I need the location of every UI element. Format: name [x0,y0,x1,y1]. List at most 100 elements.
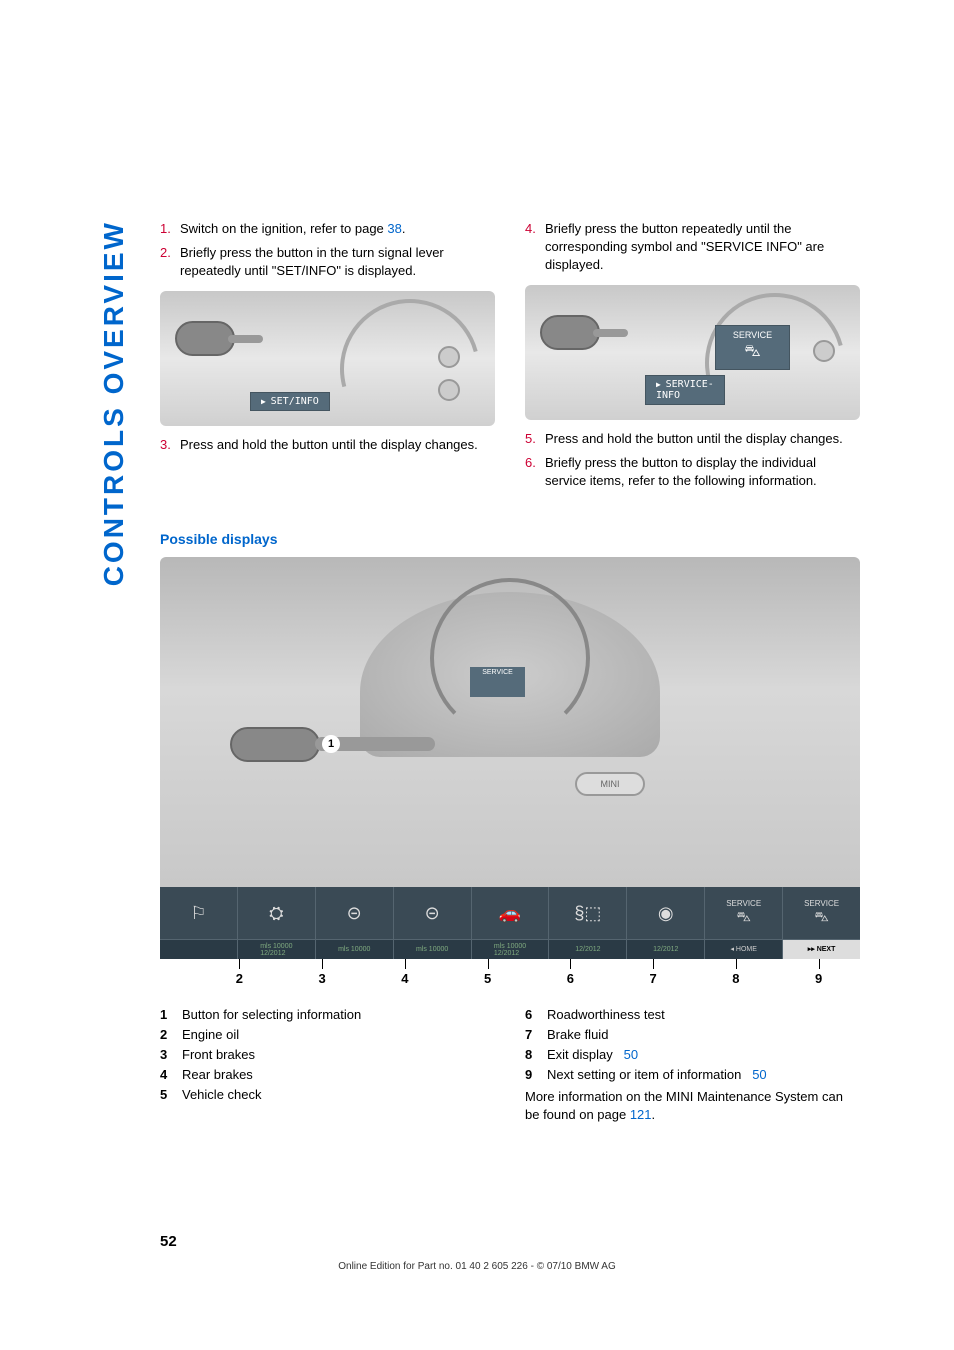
step-1: 1. Switch on the ignition, refer to page… [160,220,495,238]
legend-num: 6 [525,1007,547,1022]
legend-right: 6Roadworthiness test 7Brake fluid 8Exit di… [525,1007,860,1124]
footer-text: Online Edition for Part no. 01 40 2 605 … [0,1261,954,1272]
legend-item: 6Roadworthiness test [525,1007,860,1022]
callout-1: 1 [322,735,340,753]
step-6: 6. Briefly press the button to display t… [525,454,860,490]
strip-sub: mls 10000 [394,939,471,959]
content-area: 1. Switch on the ignition, refer to page… [160,220,860,1125]
step-text: Briefly press the button to display the … [545,454,860,490]
tick-4: 4 [364,959,447,989]
left-column: 1. Switch on the ignition, refer to page… [160,220,495,496]
strip-icon: ⛭ [238,887,315,939]
page-link[interactable]: 121 [630,1107,652,1122]
legend-note-pre: More information on the MINI Maintenance… [525,1089,843,1122]
side-tab-title: CONTROLS OVERVIEW [98,220,130,586]
legend-note: More information on the MINI Maintenance… [525,1088,860,1124]
cluster-image-service: SERVICE ⛍ SERVICE- INFO [525,285,860,420]
strip-icon: SERVICE⛍ [705,887,782,939]
dashboard-image: SERVICE 1 MINI [160,557,860,887]
section-heading: Possible displays [160,531,860,547]
step-text: Press and hold the button until the disp… [545,430,860,448]
service-box-label: SERVICE [733,330,772,340]
strip-cell-5: 🚗mls 10000 12/2012 [472,887,550,959]
step-text: Briefly press the button repeatedly unti… [545,220,860,275]
page-link[interactable]: 50 [624,1047,638,1062]
tick-number: 5 [484,971,491,986]
strip-sub: ▸▸ NEXT [783,939,860,959]
strip-sub: ◂ HOME [705,939,782,959]
service-box: SERVICE ⛍ [715,325,790,370]
step-5: 5. Press and hold the button until the d… [525,430,860,448]
step-number: 6. [525,454,545,490]
tick-number: 2 [236,971,243,986]
tick-5: 5 [446,959,529,989]
strip-sub: mls 10000 12/2012 [472,939,549,959]
step-number: 4. [525,220,545,275]
legend-item: 5Vehicle check [160,1087,495,1102]
legend-num: 9 [525,1067,547,1082]
legend-text: Brake fluid [547,1027,860,1042]
strip-sub: mls 10000 [316,939,393,959]
legend-item: 7Brake fluid [525,1027,860,1042]
legend-text: Vehicle check [182,1087,495,1102]
display-label: SET/INFO [250,392,330,411]
step-text: Switch on the ignition, refer to page 38… [180,220,495,238]
page-link[interactable]: 38 [387,221,401,236]
strip-cell-2: ⛭mls 10000 12/2012 [238,887,316,959]
strip-cell-6: §⬚12/2012 [549,887,627,959]
legend-item: 8Exit display 50 [525,1047,860,1062]
step-number: 3. [160,436,180,454]
dash-stalk [230,727,320,762]
strip-cell-9: SERVICE⛍▸▸ NEXT [783,887,860,959]
legend-text: Roadworthiness test [547,1007,860,1022]
step-text-post: . [402,221,406,236]
dash-service-mini: SERVICE [470,667,525,697]
step-text: Briefly press the button in the turn sig… [180,244,495,280]
legend-num: 3 [160,1047,182,1062]
legend-num: 2 [160,1027,182,1042]
step-3: 3. Press and hold the button until the d… [160,436,495,454]
legend-item: 4Rear brakes [160,1067,495,1082]
display-label: SERVICE- INFO [645,375,725,405]
legend-item: 2Engine oil [160,1027,495,1042]
right-column: 4. Briefly press the button repeatedly u… [525,220,860,496]
tick-number: 9 [815,971,822,986]
tick-number: 3 [319,971,326,986]
car-icon: ⛍ [716,342,789,362]
stalk-icon [540,315,600,350]
step-number: 5. [525,430,545,448]
legend-columns: 1Button for selecting information 2Engine… [160,1007,860,1124]
tick-3: 3 [281,959,364,989]
strip-icon: §⬚ [549,887,626,939]
tick-number: 4 [401,971,408,986]
tick-number: 7 [650,971,657,986]
strip-sub: mls 10000 12/2012 [238,939,315,959]
strip-sub [160,939,237,959]
indicator-dot [813,340,835,362]
legend-text: Rear brakes [182,1067,495,1082]
tick-number: 8 [732,971,739,986]
page-number: 52 [160,1233,177,1250]
dash-arc [430,578,590,738]
legend-text: Button for selecting information [182,1007,495,1022]
tick-6: 6 [529,959,612,989]
step-number: 1. [160,220,180,238]
strip-cell-7: ◉12/2012 [627,887,705,959]
strip-icon: ◉ [627,887,704,939]
indicator-dot [438,346,460,368]
tick-7: 7 [612,959,695,989]
strip-icon: ⚐ [160,887,237,939]
legend-item: 9Next setting or item of information 50 [525,1067,860,1082]
step-2: 2. Briefly press the button in the turn … [160,244,495,280]
legend-num: 5 [160,1087,182,1102]
step-text-pre: Switch on the ignition, refer to page [180,221,387,236]
strip-sub: 12/2012 [627,939,704,959]
tick-2: 2 [198,959,281,989]
stalk-icon [175,321,235,356]
legend-num: 1 [160,1007,182,1022]
strip-cell-8: SERVICE⛍◂ HOME [705,887,783,959]
page-link[interactable]: 50 [752,1067,766,1082]
dash-badge: MINI [575,772,645,796]
legend-text: Front brakes [182,1047,495,1062]
strip-sub: 12/2012 [549,939,626,959]
